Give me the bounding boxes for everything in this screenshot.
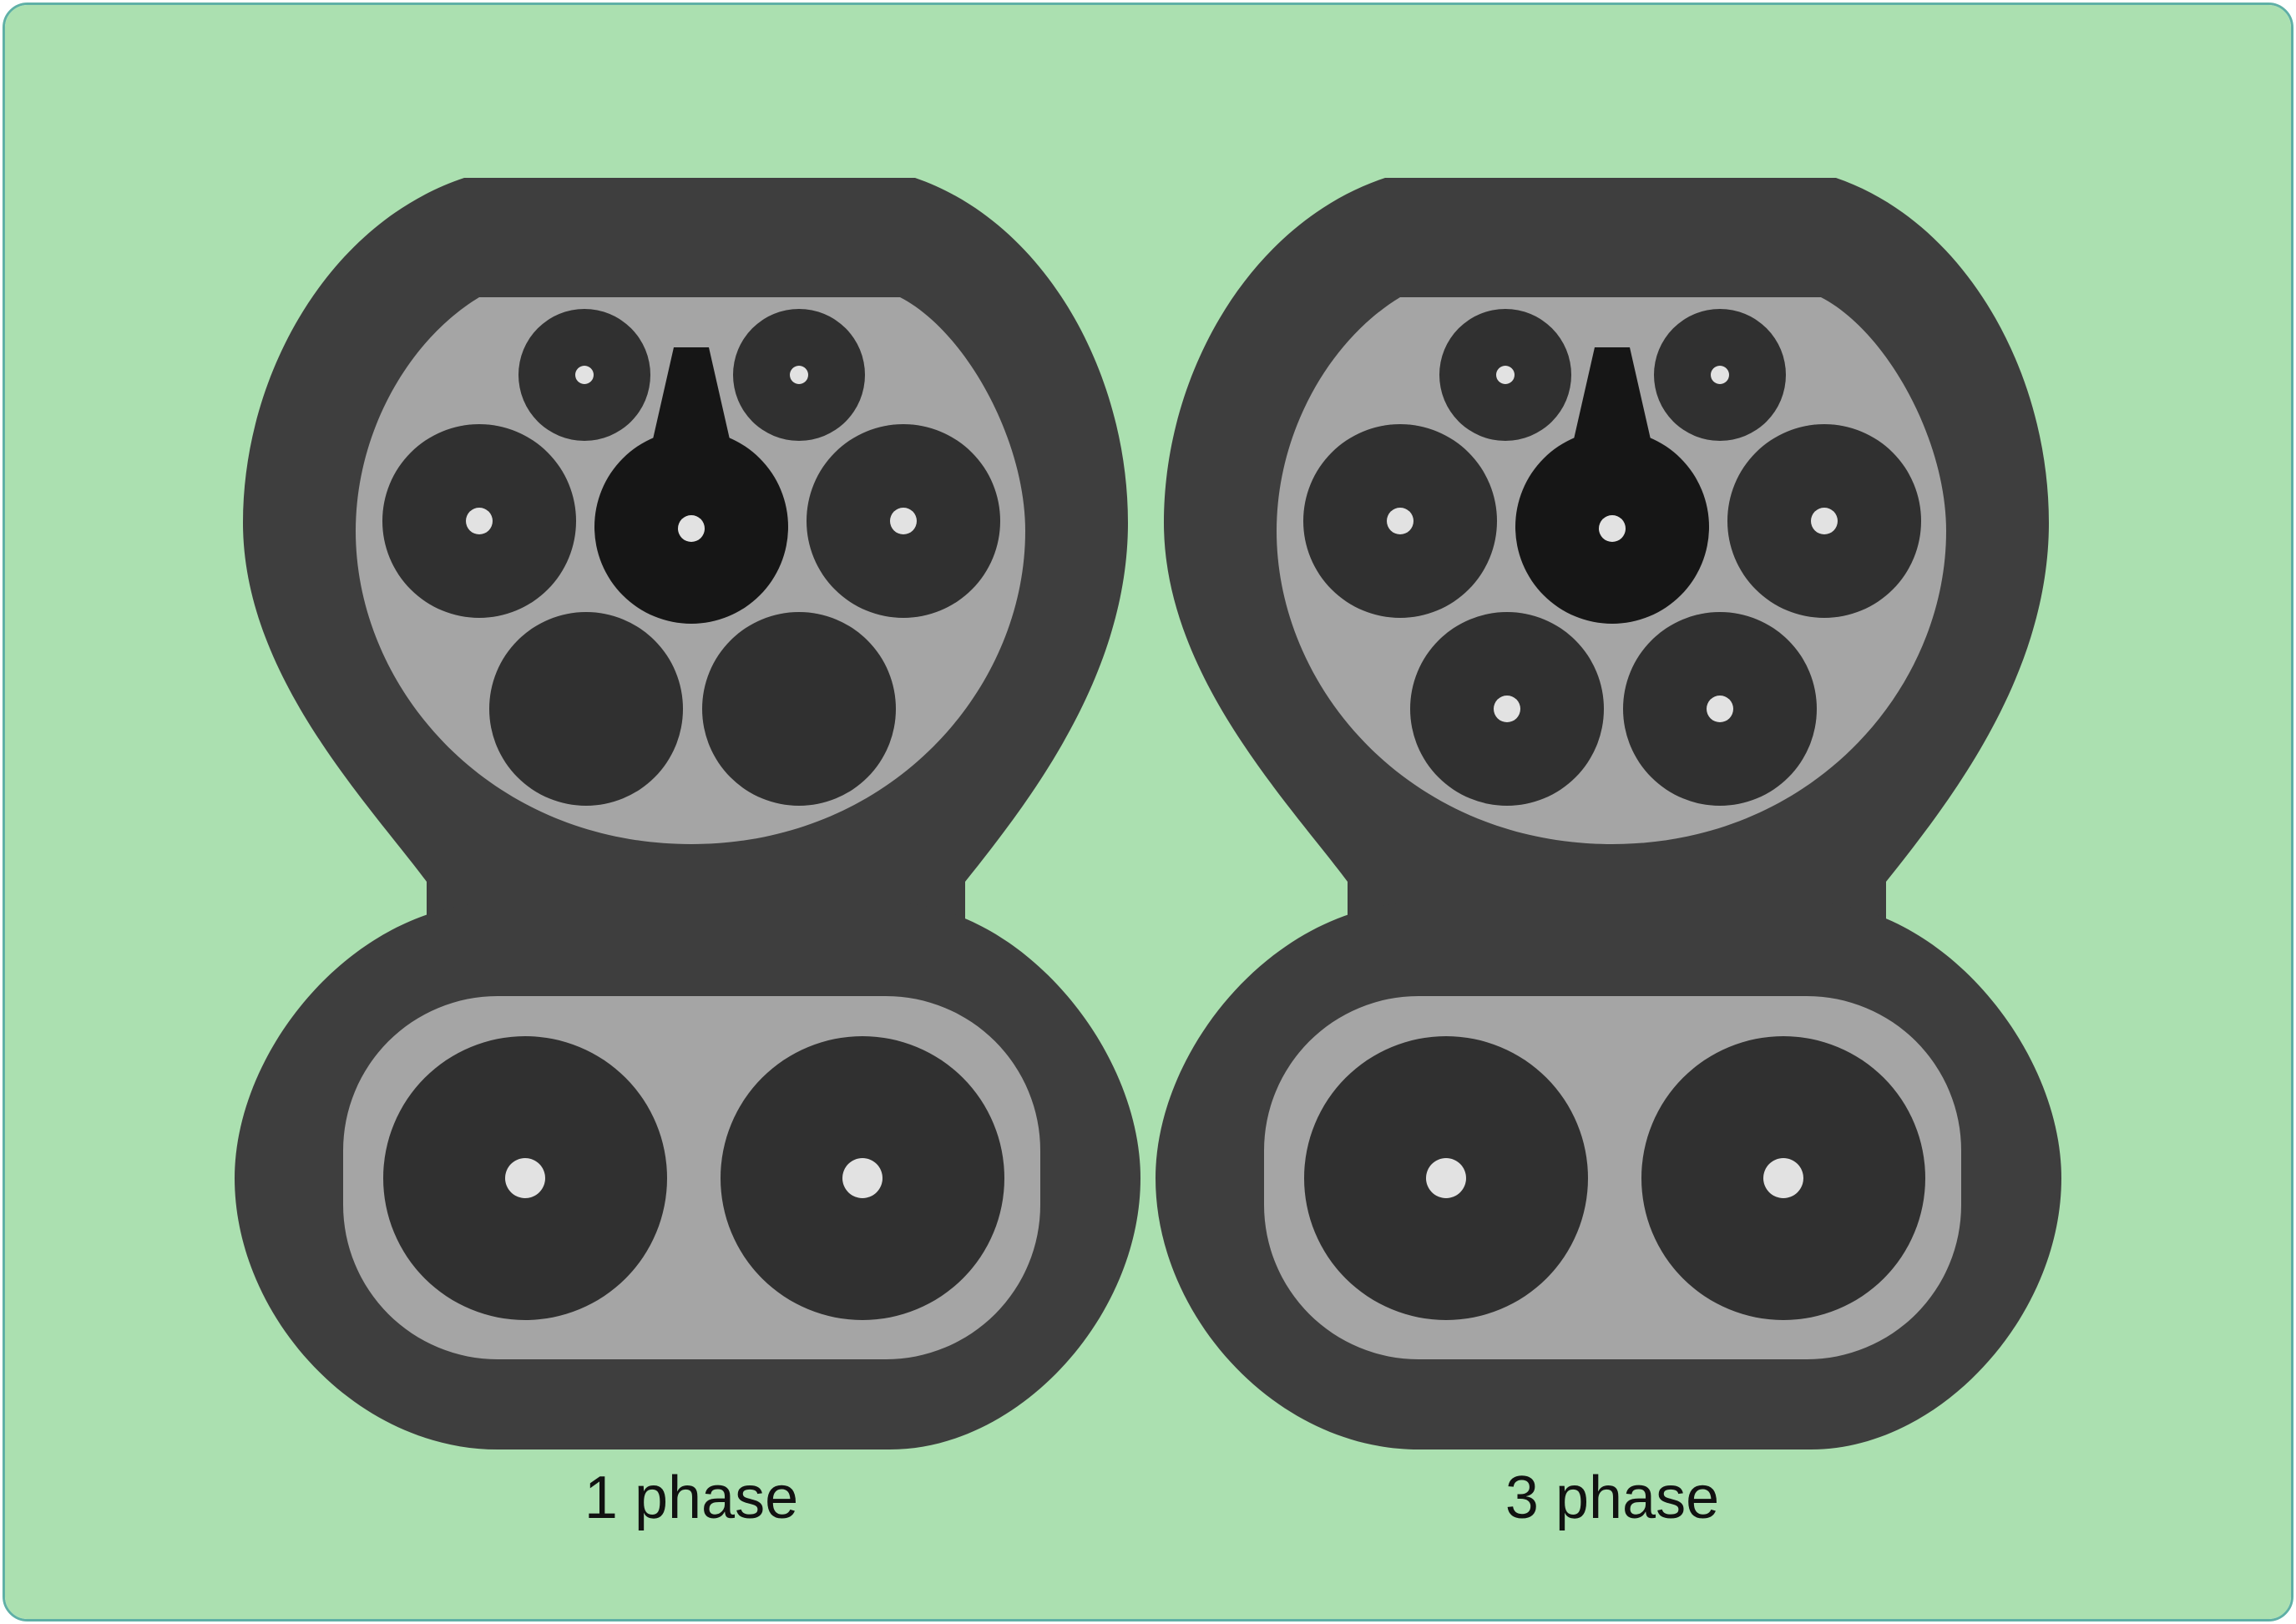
l1-contact [1811,508,1838,534]
dc-negative-contact [505,1158,545,1198]
l1-contact [890,508,917,534]
phase-pin-l2 [489,612,683,806]
earth-contact [678,515,705,542]
connector-3-phase: 3 phase [1156,178,2061,1531]
signal-contact-right [790,366,808,384]
signal-contact-left [575,366,594,384]
earth-contact [1599,515,1626,542]
dc-negative-contact [1426,1158,1466,1198]
signal-contact-left [1496,366,1515,384]
neutral-contact [466,508,493,534]
dc-positive-contact [842,1158,882,1198]
signal-contact-right [1711,366,1729,384]
connector-1-phase: 1 phase [235,178,1140,1531]
connector-label: 3 phase [1505,1465,1719,1531]
dc-positive-contact [1763,1158,1803,1198]
connector-diagram-frame: 1 phase [3,3,2293,1621]
connector-diagram: 1 phase [5,5,2291,1619]
l3-contact [1707,696,1733,722]
l2-contact [1494,696,1520,722]
phase-pin-l3 [702,612,896,806]
connector-label: 1 phase [584,1465,798,1531]
neutral-contact [1387,508,1414,534]
